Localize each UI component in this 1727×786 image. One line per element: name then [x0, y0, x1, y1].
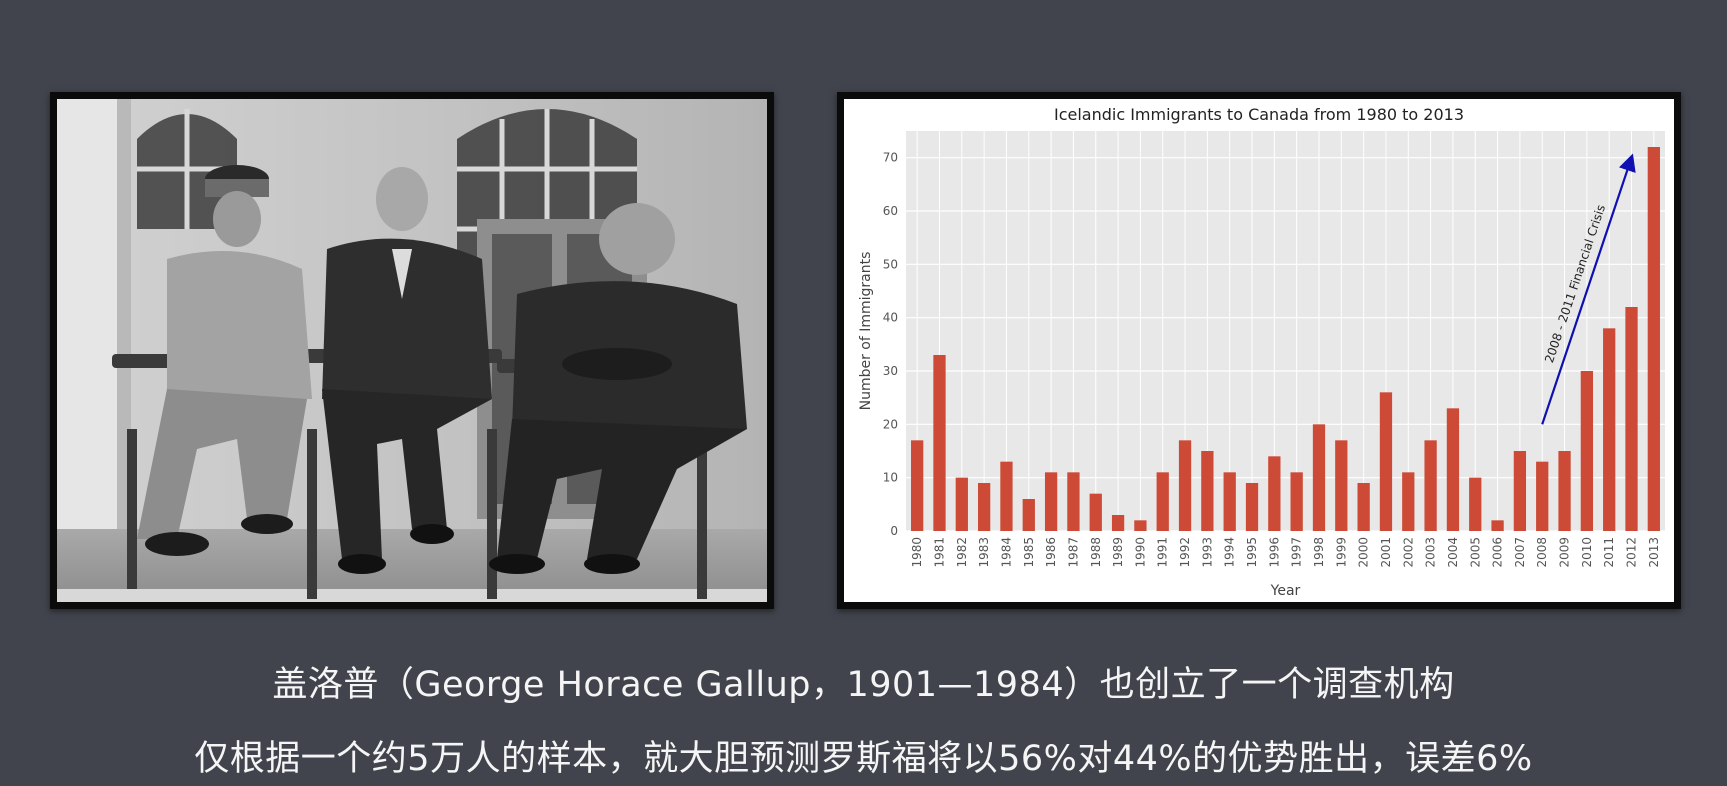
chart-title: Icelandic Immigrants to Canada from 1980…	[1054, 105, 1464, 124]
bar-1986	[1044, 472, 1058, 531]
y-tick-label: 50	[883, 257, 898, 271]
historical-photo	[57, 99, 767, 602]
bar-2006	[1491, 520, 1504, 531]
bar-1981	[933, 355, 946, 531]
bar-2013	[1647, 147, 1660, 531]
x-tick-label: 2002	[1401, 537, 1415, 568]
x-tick-label: 1990	[1133, 537, 1147, 568]
x-tick-label: 1998	[1312, 537, 1326, 568]
bar-1992	[1178, 440, 1192, 531]
bar-2008	[1536, 461, 1549, 531]
bar-1997	[1290, 472, 1303, 531]
x-tick-label: 1986	[1044, 537, 1058, 568]
x-tick-label: 1999	[1334, 537, 1348, 568]
x-tick-label: 1996	[1267, 537, 1281, 568]
x-tick-label: 1982	[955, 537, 969, 568]
x-axis-label: Year	[1270, 583, 1301, 599]
caption-line-1: 盖洛普（George Horace Gallup，1901—1984）也创立了一…	[272, 665, 1455, 705]
x-tick-label: 1994	[1223, 537, 1237, 568]
x-tick-label: 2003	[1424, 537, 1438, 568]
x-tick-label: 2000	[1357, 537, 1371, 568]
bar-1982	[955, 477, 968, 531]
chart-frame: 0 10 20 30 40 50 60 70 1980 1981 1982 1983 1984 1985…	[837, 92, 1681, 609]
y-tick-label: 60	[883, 204, 898, 218]
x-tick-label: 2007	[1513, 537, 1527, 568]
bar-1988	[1089, 493, 1102, 531]
bar-1991	[1156, 472, 1169, 531]
y-axis-label: Number of Immigrants	[858, 252, 874, 411]
bar-2010	[1580, 371, 1594, 531]
bar-1990	[1134, 520, 1147, 531]
bar-1980	[911, 440, 924, 531]
bar-1989	[1111, 515, 1125, 531]
bar-2009	[1558, 451, 1571, 531]
bar-2003	[1424, 440, 1437, 531]
bar-1996	[1268, 456, 1281, 531]
x-tick-label: 1984	[999, 537, 1013, 568]
bar-2002	[1402, 472, 1415, 531]
bar-1998	[1312, 424, 1326, 531]
bar-2012	[1625, 307, 1638, 531]
x-tick-label: 1989	[1111, 537, 1125, 568]
x-tick-label: 1980	[910, 537, 924, 568]
x-tick-label: 1981	[932, 537, 946, 568]
bar-2011	[1603, 328, 1616, 531]
y-tick-label: 40	[883, 311, 898, 325]
x-tick-label: 1985	[1022, 537, 1036, 568]
bar-chart: 0 10 20 30 40 50 60 70 1980 1981 1982 1983 1984 1985…	[858, 105, 1665, 599]
bar-1995	[1245, 483, 1259, 531]
annotation-arrow	[1541, 153, 1636, 425]
bar-1994	[1223, 472, 1236, 531]
caption-line-2: 仅根据一个约5万人的样本，就大胆预测罗斯福将以56%对44%的优势胜出，误差6%	[194, 739, 1533, 779]
x-tick-label: 1997	[1290, 537, 1304, 568]
photo-illustration	[57, 99, 767, 602]
x-tick-label: 1995	[1245, 537, 1259, 568]
x-axis-ticks: 1980 1981 1982 1983 1984 1985 1986 1987 1988 1989…	[910, 537, 1661, 568]
x-tick-label: 2001	[1379, 537, 1393, 568]
bar-1999	[1335, 440, 1348, 531]
y-tick-label: 70	[883, 151, 898, 165]
x-tick-label: 2010	[1580, 537, 1594, 568]
bars	[911, 147, 1660, 531]
x-tick-label: 2004	[1446, 537, 1460, 568]
chart-panel: 0 10 20 30 40 50 60 70 1980 1981 1982 1983 1984 1985…	[844, 99, 1674, 602]
bar-1983	[977, 483, 991, 531]
x-tick-label: 1987	[1066, 537, 1080, 568]
bar-2001	[1379, 392, 1393, 531]
x-tick-label: 1983	[977, 537, 991, 568]
bar-2000	[1357, 483, 1370, 531]
bar-1984	[1000, 461, 1013, 531]
x-tick-label: 2011	[1602, 537, 1616, 568]
bar-2004	[1446, 408, 1460, 531]
x-tick-label: 2005	[1468, 537, 1482, 568]
x-tick-label: 2012	[1625, 537, 1639, 568]
y-tick-label: 30	[883, 364, 898, 378]
bar-1987	[1067, 472, 1080, 531]
bar-1985	[1022, 499, 1035, 531]
y-tick-label: 0	[890, 524, 898, 538]
x-tick-label: 1988	[1089, 537, 1103, 568]
y-tick-label: 10	[883, 471, 898, 485]
y-axis-ticks: 0 10 20 30 40 50 60 70	[883, 151, 898, 538]
x-tick-label: 1993	[1200, 537, 1214, 568]
x-tick-label: 2008	[1535, 537, 1549, 568]
x-tick-label: 2009	[1558, 537, 1572, 568]
y-tick-label: 20	[883, 417, 898, 431]
photo-frame	[50, 92, 774, 609]
x-tick-label: 1992	[1178, 537, 1192, 568]
x-tick-label: 2013	[1647, 537, 1661, 568]
x-tick-label: 1991	[1156, 537, 1170, 568]
bar-1993	[1201, 451, 1214, 531]
bar-2007	[1513, 451, 1527, 531]
bar-2005	[1469, 477, 1482, 531]
x-tick-label: 2006	[1491, 537, 1505, 568]
